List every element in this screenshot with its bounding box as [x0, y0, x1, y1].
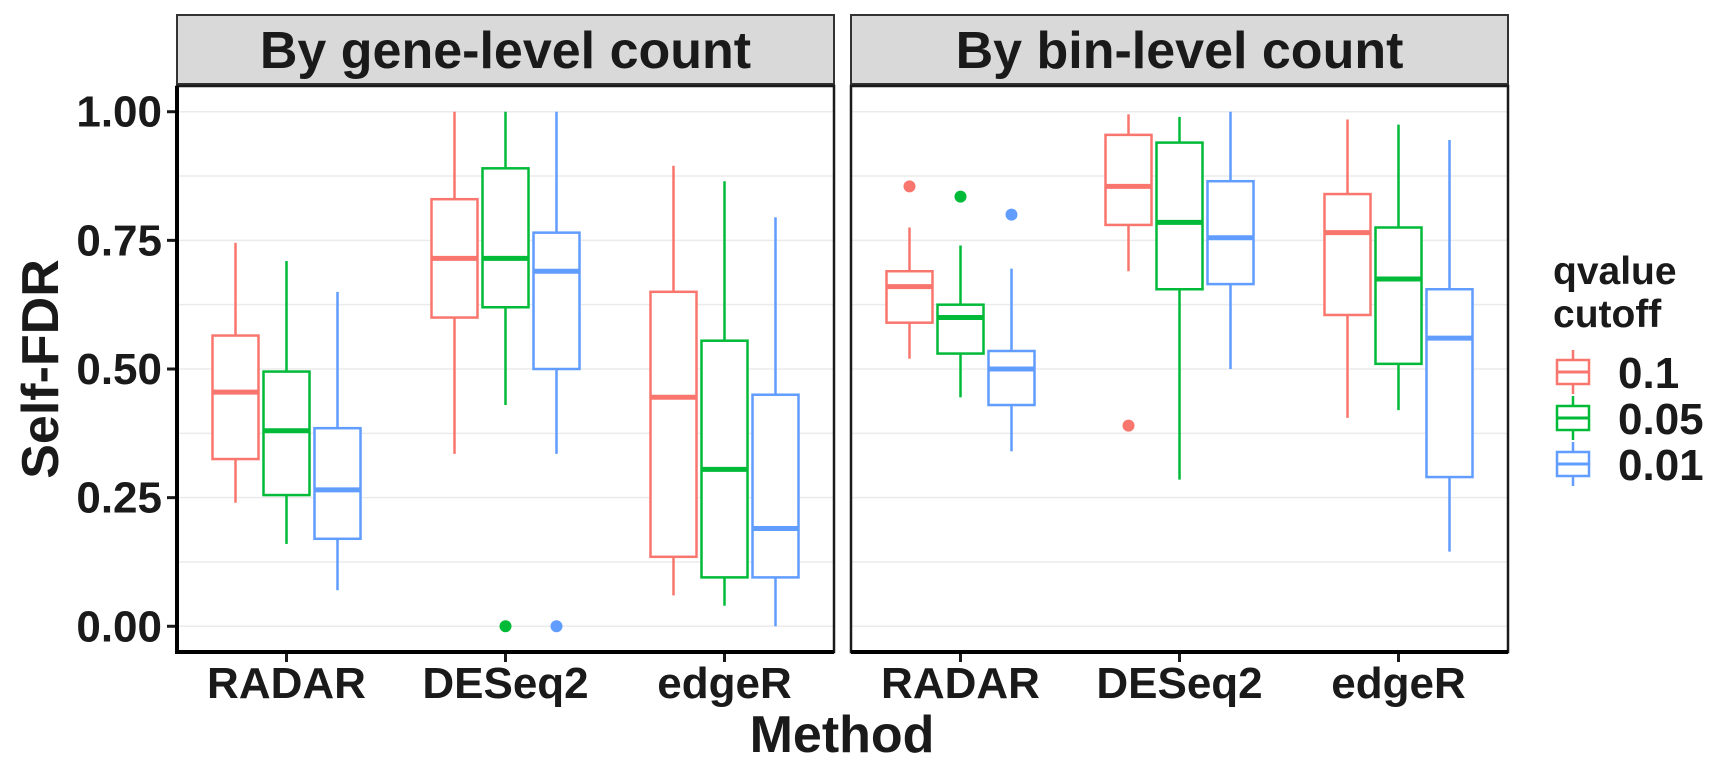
- legend-title: cutoff: [1553, 293, 1662, 336]
- x-tick-label: edgeR: [657, 659, 791, 708]
- box-iqr: [211, 334, 260, 461]
- legend-label: 0.05: [1618, 395, 1704, 444]
- panel-strip: [176, 14, 835, 85]
- box-iqr: [936, 303, 985, 355]
- box-iqr: [751, 393, 800, 579]
- box-iqr: [885, 269, 934, 324]
- box-iqr: [1155, 141, 1204, 291]
- panel-strip: [850, 14, 1509, 85]
- box-outlier-point: [954, 190, 967, 203]
- y-tick-label: 0.25: [76, 474, 162, 523]
- y-tick-label: 0.50: [76, 345, 162, 394]
- box-iqr: [1104, 133, 1153, 227]
- box-outlier-point: [550, 620, 563, 633]
- x-axis-title: Method: [750, 706, 935, 764]
- box-outlier-point: [1005, 208, 1018, 221]
- box-iqr: [649, 290, 698, 559]
- x-tick-label: RADAR: [881, 659, 1040, 708]
- box-iqr: [1206, 179, 1255, 286]
- panel-title: By bin-level count: [956, 22, 1404, 80]
- box-iqr: [1374, 226, 1423, 366]
- y-axis-title: Self-FDR: [12, 259, 70, 479]
- legend-title: qvalue: [1553, 250, 1677, 293]
- y-tick-label: 0.75: [76, 216, 162, 265]
- legend-label: 0.1: [1618, 349, 1679, 398]
- box-iqr: [987, 349, 1036, 407]
- x-tick-label: edgeR: [1331, 659, 1465, 708]
- box-iqr: [313, 426, 362, 541]
- box-outlier-point: [1122, 419, 1135, 432]
- box-iqr: [1323, 192, 1372, 317]
- box-outlier-point: [499, 620, 512, 633]
- panel-title: By gene-level count: [260, 22, 751, 80]
- box-outlier-point: [903, 180, 916, 193]
- y-tick-label: 0.00: [76, 602, 162, 651]
- box-iqr: [262, 370, 311, 497]
- legend-label: 0.01: [1618, 441, 1704, 490]
- box-iqr: [532, 231, 581, 371]
- box-iqr: [481, 167, 530, 309]
- y-tick-label: 1.00: [76, 88, 162, 137]
- x-tick-label: RADAR: [207, 659, 366, 708]
- box-iqr: [1425, 287, 1474, 479]
- box-iqr: [700, 339, 749, 579]
- x-tick-label: DESeq2: [422, 659, 588, 708]
- x-tick-label: DESeq2: [1096, 659, 1262, 708]
